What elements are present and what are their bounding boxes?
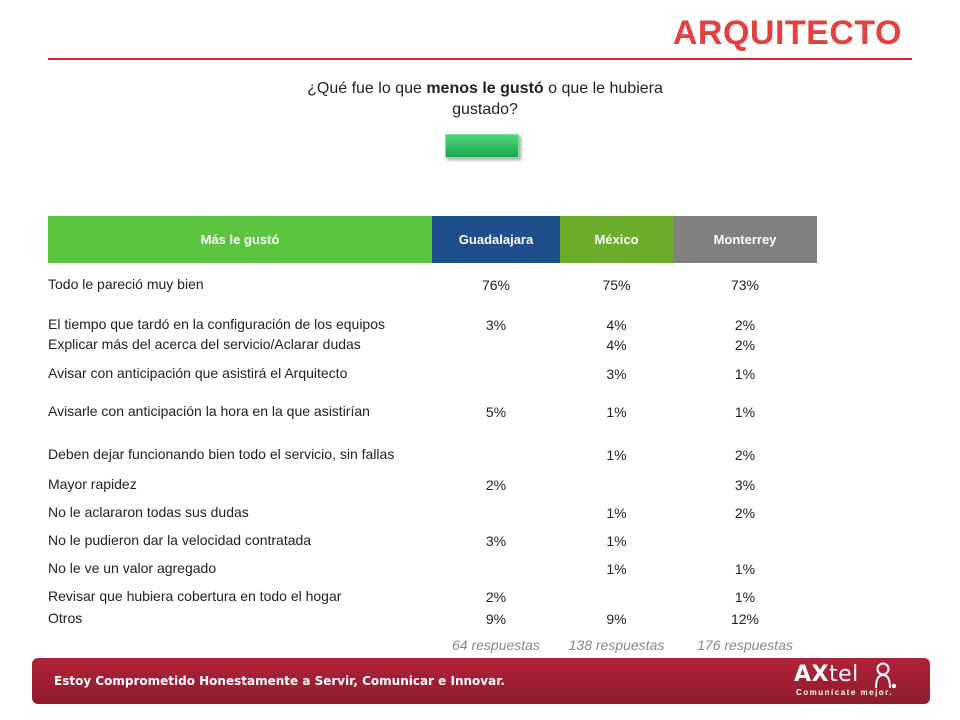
value-monterrey: 1%: [734, 366, 756, 382]
header-label: Más le gustó: [48, 216, 432, 263]
table-row: Avisar con anticipación que asistirá el …: [48, 353, 817, 382]
value-mexico: 1%: [606, 447, 627, 463]
value-mexico: 1%: [606, 404, 627, 420]
value-monterrey: 2%: [734, 317, 756, 333]
question-prefix: ¿Qué fue lo que: [307, 80, 427, 97]
table-row: El tiempo que tardó en la configuración …: [48, 293, 817, 333]
row-label: No le ve un valor agregado: [48, 560, 217, 576]
header-guadalajara: Guadalajara: [432, 216, 560, 263]
logo-wordmark: AXtel: [794, 662, 859, 687]
table-row: Explicar más del acerca del servicio/Acl…: [48, 333, 817, 353]
table-row: Mayor rapidez 2% 3%: [48, 463, 817, 493]
value-guadalajara: [432, 493, 560, 521]
header-row: Más le gustó Guadalajara México Monterre…: [48, 216, 817, 263]
results-table: Más le gustó Guadalajara México Monterre…: [48, 216, 817, 653]
logo-bold-part: AX: [794, 662, 829, 687]
table-row: Todo le pareció muy bien 76% 75% 73%: [48, 263, 817, 293]
value-guadalajara: 5%: [485, 404, 507, 420]
row-label: No le pudieron dar la velocidad contrata…: [48, 532, 312, 548]
row-label: Deben dejar funcionando bien todo el ser…: [48, 446, 395, 462]
value-mexico: 1%: [606, 533, 627, 549]
value-mexico: 1%: [606, 505, 627, 521]
value-monterrey: 3%: [734, 477, 756, 493]
logo-tagline: Comunícate mejor.: [796, 688, 894, 697]
logo-light-part: tel: [829, 662, 859, 687]
respuestas-mexico: 138 respuestas: [568, 637, 665, 653]
value-monterrey: [673, 521, 817, 549]
table-row: Deben dejar funcionando bien todo el ser…: [48, 420, 817, 463]
value-guadalajara: [432, 353, 560, 382]
row-label: Otros: [48, 610, 83, 626]
value-guadalajara: [432, 333, 560, 353]
value-mexico: 3%: [606, 366, 627, 382]
value-monterrey: 73%: [730, 277, 760, 293]
header-monterrey: Monterrey: [673, 216, 817, 263]
value-mexico: [560, 463, 673, 493]
row-label: Revisar que hubiera cobertura en todo el…: [48, 588, 342, 604]
value-monterrey: 1%: [734, 589, 756, 605]
green-button[interactable]: [445, 134, 519, 158]
respuestas-row: 64 respuestas 138 respuestas 176 respues…: [48, 627, 817, 653]
value-monterrey: 2%: [734, 337, 756, 353]
row-label: No le aclararon todas sus dudas: [48, 504, 249, 520]
value-monterrey: 1%: [734, 561, 756, 577]
table-row: Revisar que hubiera cobertura en todo el…: [48, 577, 817, 605]
title-divider: [48, 58, 912, 60]
value-guadalajara: 9%: [485, 611, 507, 627]
value-mexico: 75%: [602, 277, 631, 293]
value-mexico: 4%: [606, 317, 627, 333]
value-monterrey: 2%: [734, 505, 756, 521]
row-label: Avisarle con anticipación la hora en la …: [48, 403, 370, 419]
respuestas-monterrey: 176 respuestas: [697, 637, 793, 653]
value-monterrey: 1%: [734, 404, 756, 420]
row-label: Explicar más del acerca del servicio/Acl…: [48, 336, 361, 352]
footer-banner: Estoy Comprometido Honestamente a Servir…: [32, 658, 930, 704]
value-guadalajara: 3%: [485, 533, 507, 549]
respuestas-spacer: [48, 627, 432, 653]
value-mexico: 9%: [606, 611, 627, 627]
value-guadalajara: 2%: [485, 477, 507, 493]
table-row: No le ve un valor agregado 1% 1%: [48, 549, 817, 577]
table-row: No le aclararon todas sus dudas 1% 2%: [48, 493, 817, 521]
row-label: Mayor rapidez: [48, 476, 137, 492]
question-text: ¿Qué fue lo que menos le gustó o que le …: [290, 78, 680, 120]
table-row: Otros 9% 9% 12%: [48, 605, 817, 627]
row-label: Todo le pareció muy bien: [48, 276, 204, 292]
value-mexico: 4%: [606, 337, 627, 353]
row-label: El tiempo que tardó en la configuración …: [48, 316, 385, 332]
value-monterrey: 12%: [730, 611, 760, 627]
respuestas-guadalajara: 64 respuestas: [452, 637, 540, 653]
row-label: Avisar con anticipación que asistirá el …: [48, 365, 348, 381]
table-row: No le pudieron dar la velocidad contrata…: [48, 521, 817, 549]
axtel-logo: AXtel Comunícate mejor.: [794, 662, 904, 700]
value-guadalajara: 3%: [485, 317, 507, 333]
page-title: ARQUITECTO: [672, 14, 902, 52]
value-mexico: 1%: [606, 561, 627, 577]
value-guadalajara: [432, 420, 560, 463]
question-suffix: o que le hubiera gustado?: [452, 80, 663, 118]
value-mexico: [560, 577, 673, 605]
header-mexico: México: [560, 216, 673, 263]
axtel-mascot-icon: [875, 662, 897, 689]
value-monterrey: 2%: [734, 447, 756, 463]
table-row: Avisarle con anticipación la hora en la …: [48, 382, 817, 420]
question-emphasis: menos le gustó: [426, 80, 544, 97]
footer-slogan: Estoy Comprometido Honestamente a Servir…: [54, 674, 505, 688]
value-guadalajara: 2%: [485, 589, 507, 605]
value-guadalajara: 76%: [481, 277, 511, 293]
value-guadalajara: [432, 549, 560, 577]
